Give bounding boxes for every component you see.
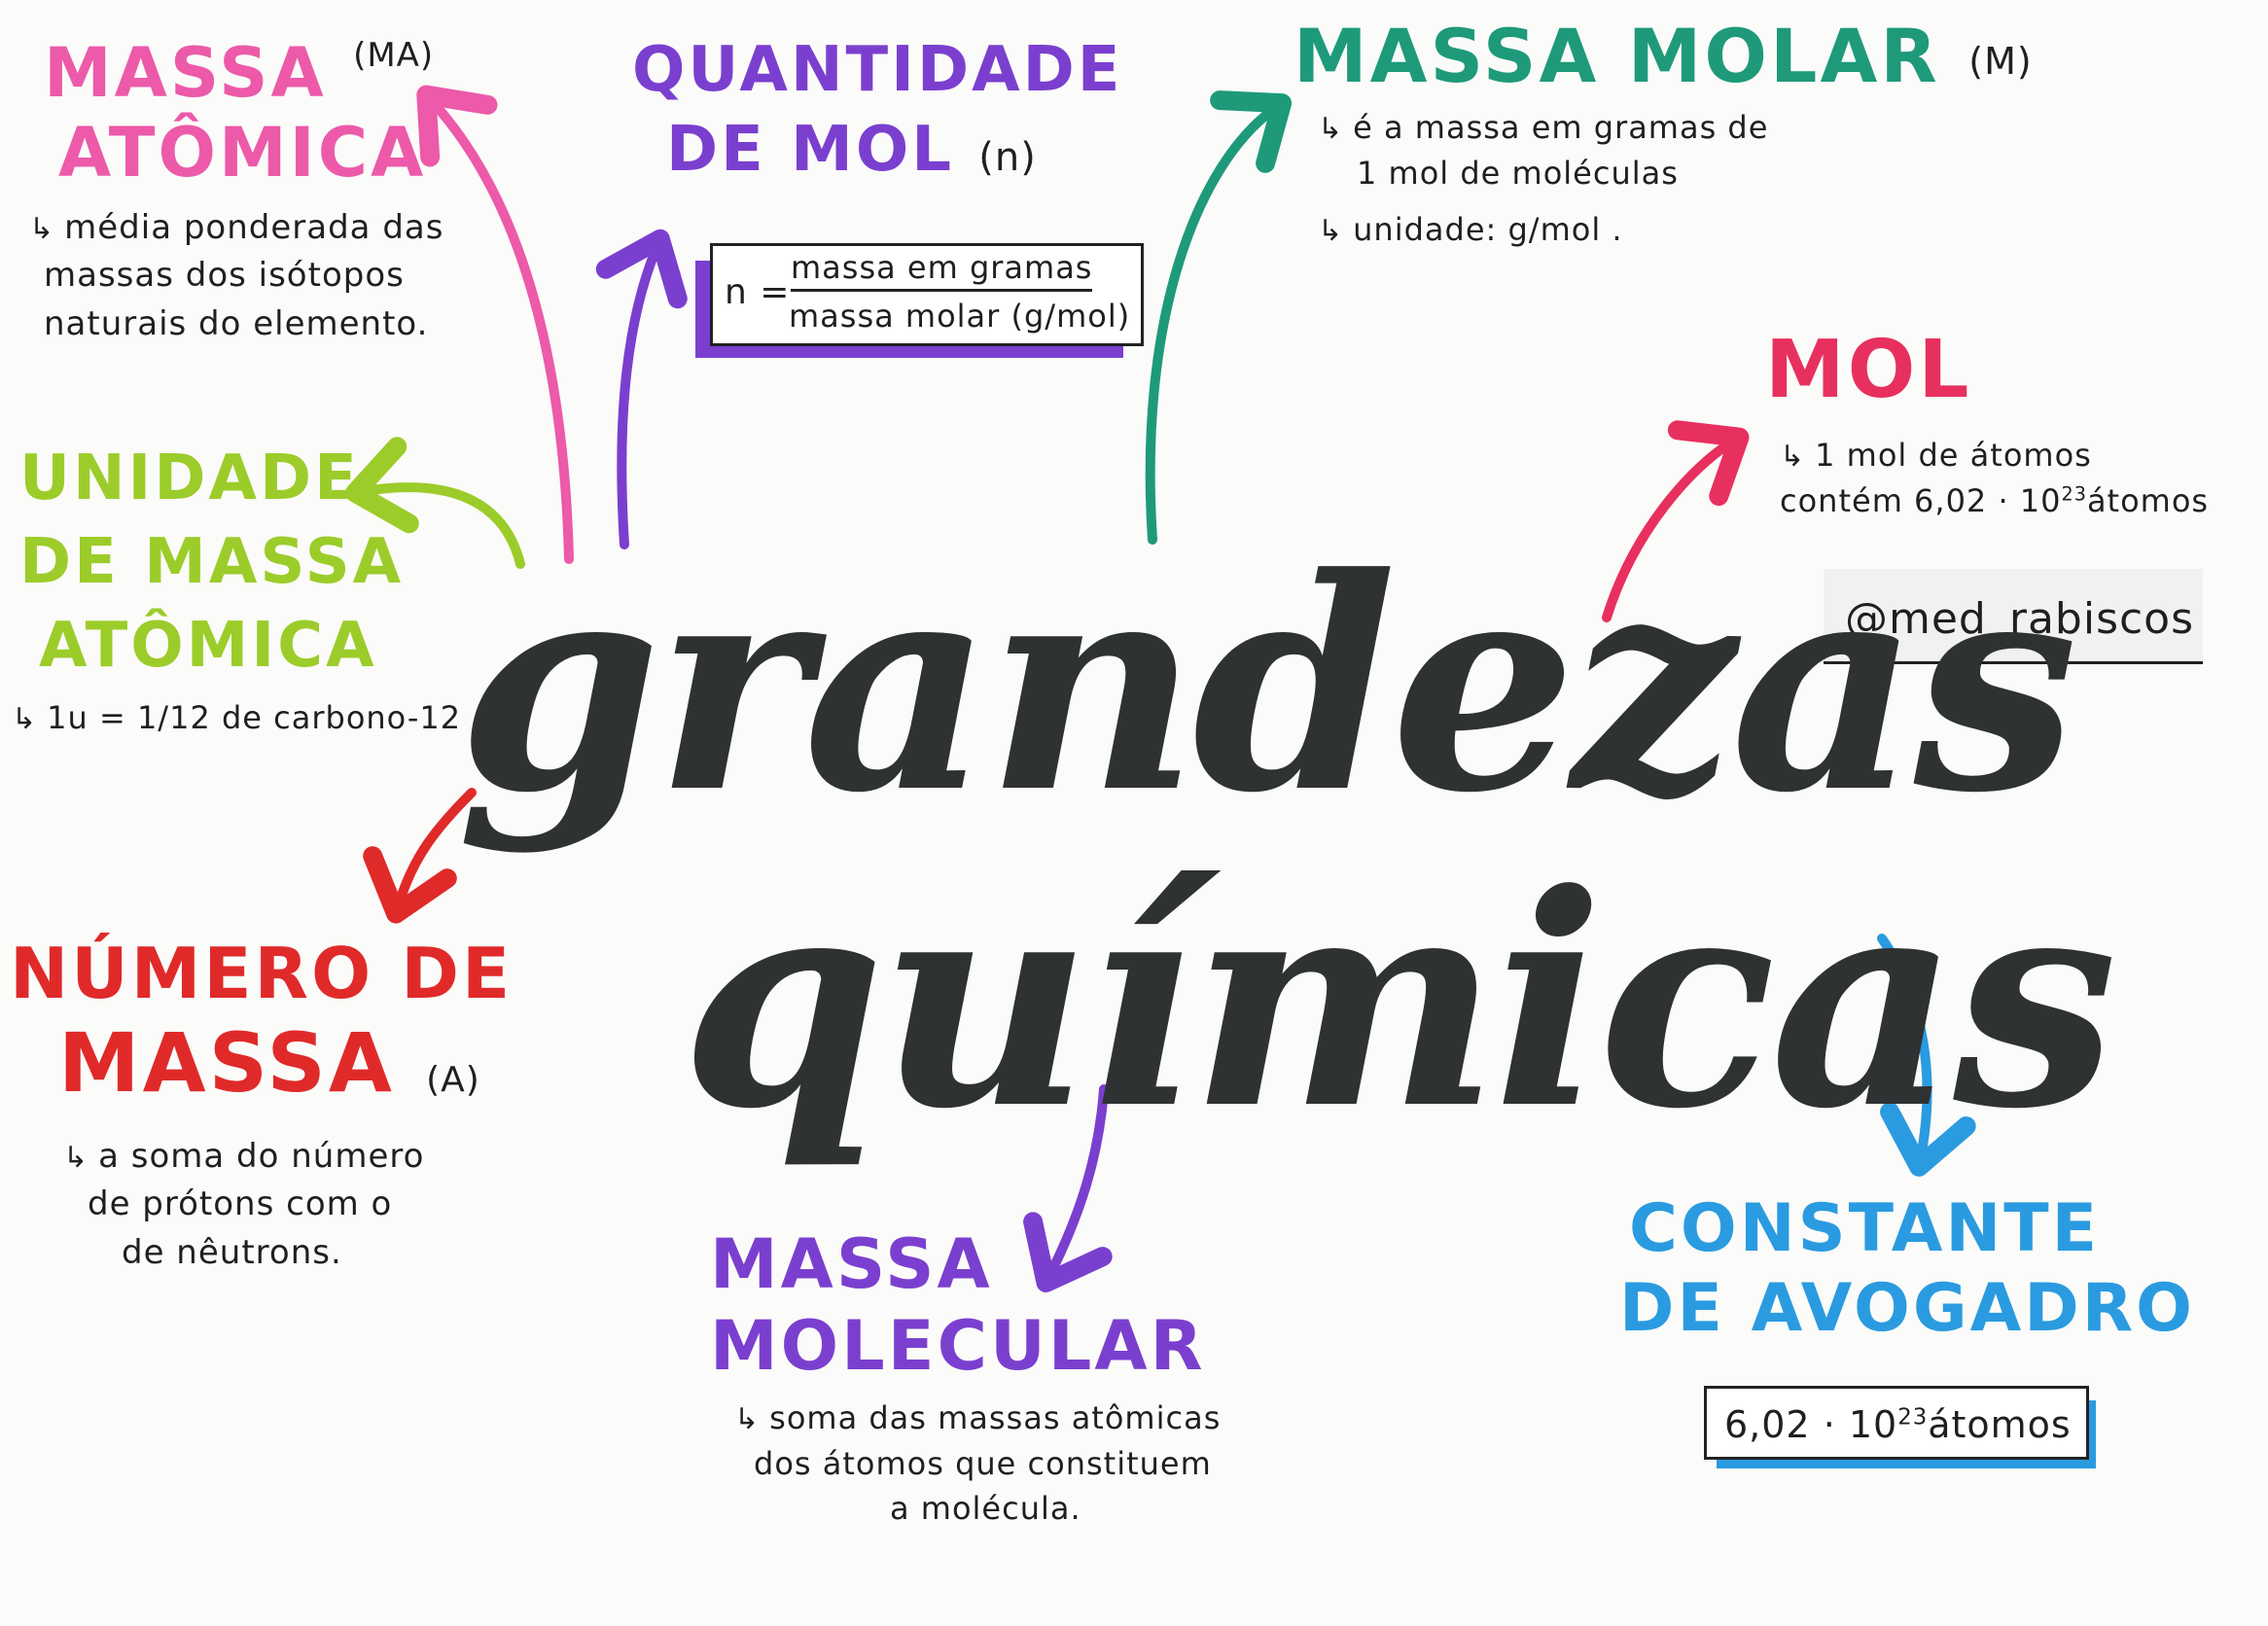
massa-atomica-symbol: (MA) — [353, 36, 435, 75]
massa-atomica-description: ↳ média ponderada das massas dos isótopos… — [29, 204, 443, 348]
unidade-heading-line2: DE MASSA — [19, 526, 405, 598]
massa-molar-symbol: (M) — [1968, 40, 2033, 83]
arrow-massa-molecular — [1023, 1084, 1113, 1292]
arrow-massa-atomica — [416, 85, 574, 564]
massa-molar-desc-1: é a massa em gramas de — [1353, 109, 1769, 146]
massa-atomica-heading-line2: ATÔMICA — [58, 113, 427, 193]
massa-molecular-desc-2: dos átomos que constituem — [754, 1444, 1212, 1482]
massa-atomica-desc-1: média ponderada das — [64, 208, 444, 247]
quantidade-mol-heading-line1: QUANTIDADE — [632, 34, 1123, 106]
mol-heading: MOL — [1765, 324, 1972, 416]
massa-molecular-heading-line2: MOLECULAR — [710, 1306, 1206, 1386]
numero-massa-desc-1: a soma do número — [98, 1137, 425, 1176]
mol-desc-2a: contém 6,02 · 10 — [1780, 481, 2062, 519]
handle-text: @med_rabiscos — [1845, 594, 2195, 644]
unidade-heading-line3: ATÔMICA — [39, 610, 377, 682]
massa-molecular-description: ↳ soma das massas atômicas dos átomos que… — [734, 1396, 1221, 1531]
hook-arrow-icon: ↳ — [734, 1402, 761, 1436]
main-title-line1: grandezas — [457, 513, 2078, 857]
avogadro-heading-line2: DE AVOGADRO — [1619, 1270, 2195, 1347]
hook-arrow-icon: ↳ — [1318, 213, 1344, 248]
massa-molar-heading-wrap: MASSA MOLAR (M) — [1293, 19, 2033, 93]
massa-molecular-desc-3: a molécula. — [890, 1489, 1081, 1527]
arrow-massa-molar — [1145, 90, 1293, 545]
numero-massa-desc-2: de prótons com o — [88, 1184, 393, 1224]
massa-molecular-heading-line1: MASSA — [710, 1224, 993, 1304]
mol-desc-2-exp: 23 — [2061, 481, 2087, 505]
hook-arrow-icon: ↳ — [63, 1141, 89, 1175]
massa-molar-block: MASSA MOLAR (M) — [1293, 19, 2033, 93]
avogadro-value: 6,02 · 1023átomos — [1724, 1398, 2072, 1452]
avogadro-value-b: átomos — [1928, 1403, 2072, 1446]
unidade-heading-line1: UNIDADE — [19, 442, 360, 514]
massa-molecular-block: MASSA MOLECULAR — [710, 1230, 1205, 1380]
mol-desc-2b: átomos — [2086, 481, 2210, 519]
unidade-description: ↳ 1u = 1/12 de carbono-12 — [12, 695, 461, 741]
unidade-massa-atomica-block: UNIDADE DE MASSA ATÔMICA — [19, 447, 404, 677]
numero-massa-heading-line2: MASSA — [58, 1015, 395, 1111]
massa-molar-desc-2: 1 mol de moléculas — [1357, 154, 1679, 192]
quantidade-mol-heading-line2-wrap: DE MOL (n) — [666, 119, 1122, 181]
massa-molecular-desc-1: soma das massas atômicas — [769, 1399, 1222, 1436]
arrow-unidade — [345, 437, 525, 569]
massa-molar-description: ↳ é a massa em gramas de 1 mol de molécul… — [1318, 105, 1768, 252]
arrow-numero-massa — [363, 788, 477, 924]
numero-massa-desc-3: de nêutrons. — [122, 1232, 342, 1272]
numero-massa-heading-line2-wrap: MASSA (A) — [58, 1022, 513, 1104]
quantidade-mol-symbol: (n) — [978, 135, 1037, 180]
main-title-line2: químicas — [681, 830, 2117, 1173]
handle-box: @med_rabiscos — [1824, 569, 2203, 664]
arrow-mol — [1602, 420, 1750, 622]
mol-desc-1: 1 mol de átomos — [1815, 437, 2092, 474]
numero-massa-heading-line1: NÚMERO DE — [10, 933, 514, 1014]
massa-molar-heading: MASSA MOLAR — [1293, 13, 1940, 99]
avogadro-value-a: 6,02 · 10 — [1724, 1403, 1898, 1446]
massa-atomica-desc-2: massas dos isótopos — [44, 256, 405, 296]
avogadro-block: CONSTANTE DE AVOGADRO — [1619, 1196, 2195, 1342]
hook-arrow-icon: ↳ — [29, 212, 55, 246]
formula-numerator: massa em gramas — [791, 248, 1093, 292]
formula-lhs: n = — [725, 272, 791, 312]
numero-massa-block: NÚMERO DE MASSA (A) — [10, 938, 513, 1104]
arrow-quantidade-mol — [595, 229, 688, 549]
hook-arrow-icon: ↳ — [1780, 440, 1806, 474]
massa-atomica-desc-3: naturais do elemento. — [44, 303, 429, 343]
massa-atomica-block: MASSA (MA) ATÔMICA — [44, 39, 511, 187]
numero-massa-description: ↳ a soma do número de prótons com o de nê… — [63, 1133, 424, 1277]
hook-arrow-icon: ↳ — [12, 702, 38, 736]
avogadro-value-exp: 23 — [1897, 1404, 1929, 1431]
formula-box: n = massa em gramas massa molar (g/mol) — [710, 243, 1144, 346]
avogadro-value-box: 6,02 · 1023átomos — [1704, 1386, 2089, 1460]
formula-denominator: massa molar (g/mol) — [789, 298, 1131, 335]
massa-atomica-heading: MASSA (MA) — [44, 39, 511, 107]
numero-massa-symbol: (A) — [426, 1060, 480, 1100]
arrow-avogadro — [1877, 934, 1976, 1177]
mol-description: ↳ 1 mol de átomos contém 6,02 · 1023átomo… — [1780, 433, 2209, 523]
quantidade-mol-heading-line2: DE MOL — [666, 114, 954, 186]
massa-atomica-heading-line1: MASSA — [44, 33, 327, 113]
unidade-desc: 1u = 1/12 de carbono-12 — [47, 699, 462, 736]
quantidade-mol-block: QUANTIDADE DE MOL (n) — [632, 39, 1122, 181]
hook-arrow-icon: ↳ — [1318, 112, 1344, 146]
massa-molar-desc-3: unidade: g/mol . — [1353, 210, 1623, 248]
avogadro-heading-line1: CONSTANTE — [1629, 1190, 2101, 1267]
